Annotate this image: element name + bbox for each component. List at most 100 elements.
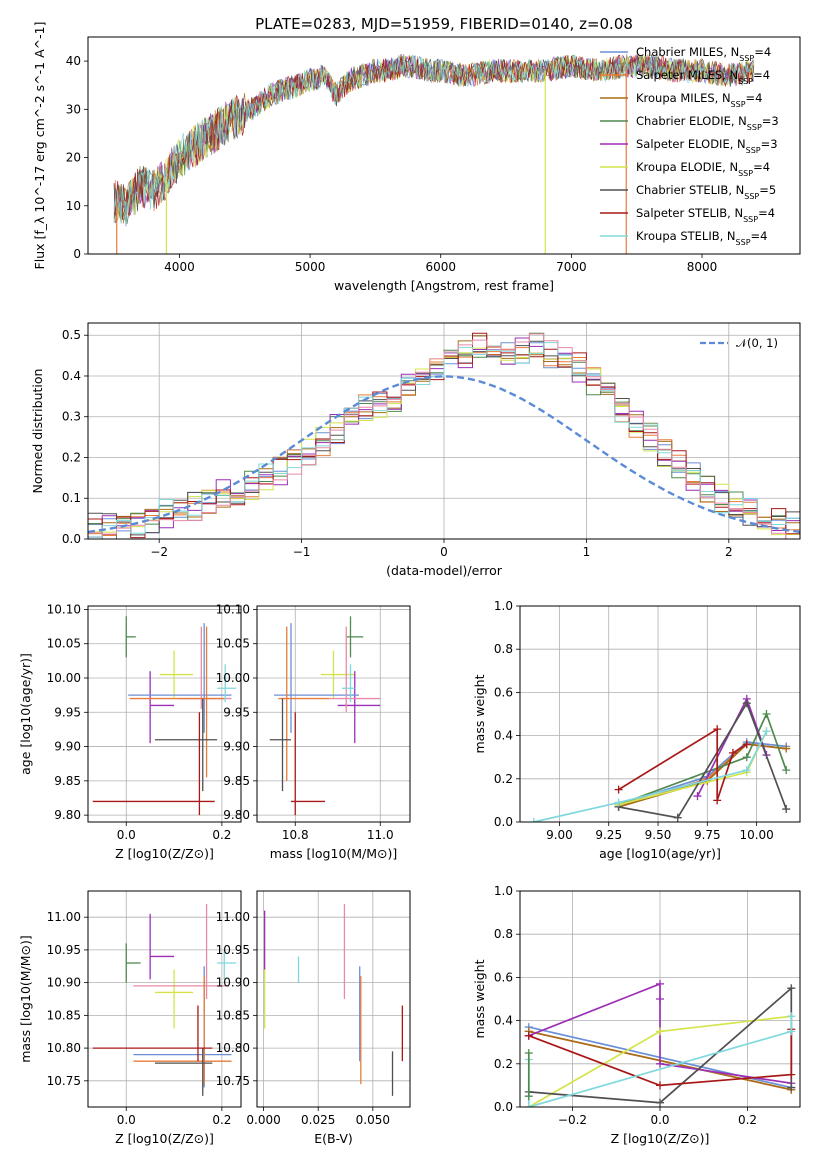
weight-marker: [713, 725, 722, 734]
y-tick-label: 10: [66, 199, 81, 213]
age-vs-metallicity-panel: 0.0 0.2 9.80 9.85 9.90 9.95 10.00 10.05 10.10 Z […: [18, 602, 242, 861]
weight-marker: [787, 984, 796, 993]
y-tick-label: 0.2: [62, 450, 81, 464]
y-tick-label: 10.90: [216, 976, 250, 990]
x-tick-label: −2: [150, 545, 168, 559]
normal-curve: [88, 375, 800, 534]
x-tick-label: 2: [725, 545, 733, 559]
axes-frame: [87, 322, 801, 540]
plot-area: [92, 616, 237, 816]
weight-marker: [656, 1059, 664, 1068]
y-tick-label: 10.85: [47, 1008, 81, 1022]
plot-area: [529, 694, 791, 822]
weight-marker: [787, 1083, 796, 1092]
x-tick-label: 10.8: [282, 828, 309, 842]
y-tick-label: 1.0: [494, 884, 513, 898]
legend-entry: Salpeter MILES, NSSP=4: [636, 68, 770, 86]
legend-subscript: SSP: [736, 238, 751, 247]
x-tick-label: −1: [293, 545, 311, 559]
y-tick-label: 11.00: [47, 910, 81, 924]
y-tick-label: 20: [66, 151, 81, 165]
legend-subscript: SSP: [738, 77, 753, 86]
y-tick-label: 0.3: [62, 410, 81, 424]
y-tick-label: 10.80: [47, 1041, 81, 1055]
y-axis-label: Normed distribution: [30, 369, 45, 494]
legend-entry: Kroupa STELIB, NSSP=4: [636, 229, 767, 247]
gridlines: [257, 891, 410, 1107]
y-tick-label: 0.8: [494, 927, 513, 941]
plot-area: [88, 332, 800, 539]
axes-frame: [519, 890, 801, 1108]
weight-marker: [742, 753, 751, 762]
x-tick-label: −0.2: [558, 1113, 587, 1127]
gridlines: [88, 606, 241, 822]
y-tick-label: 9.85: [54, 774, 81, 788]
weight-marker: [782, 805, 791, 814]
y-tick-label: 0.2: [494, 772, 513, 786]
axes-frame: [87, 890, 242, 1108]
x-tick-label: 8000: [687, 260, 718, 274]
weight-marker: [614, 798, 623, 807]
x-tick-label: 4000: [164, 260, 195, 274]
weight-marker: [728, 748, 737, 757]
x-axis-label: E(B-V): [314, 1131, 353, 1146]
weight-vs-age-panel: 9.00 9.25 9.50 9.75 10.00 0.0 0.2 0.4 0.6 0.8 1.0 a…: [472, 599, 801, 861]
y-tick-label: 10.75: [47, 1074, 81, 1088]
x-tick-label: 11.0: [367, 828, 394, 842]
legend-entry: Salpeter ELODIE, NSSP=3: [636, 137, 778, 155]
weight-marker: [762, 727, 771, 736]
x-tick-label: 0.0: [117, 828, 136, 842]
weight-marker: [762, 710, 771, 718]
y-tick-label: 11.00: [216, 910, 250, 924]
y-axis-label: mass [log10(M/M⊙)]: [18, 935, 33, 1063]
axes-frame: [519, 605, 801, 823]
y-axis-label: age [log10(age/yr)]: [18, 653, 33, 775]
weight-marker: [524, 1031, 533, 1040]
legend-tail: =4: [758, 206, 775, 220]
y-tick-label: 0.0: [494, 815, 513, 829]
legend-tail: =3: [761, 137, 778, 151]
axes-frame: [87, 36, 801, 255]
x-tick-label: 9.25: [595, 828, 622, 842]
x-tick-label: 0.2: [212, 1113, 231, 1127]
x-tick-label: 7000: [556, 260, 587, 274]
y-tick-label: 1.0: [494, 599, 513, 613]
x-tick-label: 0.025: [301, 1113, 335, 1127]
legend-entry: 𝒩(0, 1): [736, 336, 778, 350]
legend-subscript: SSP: [738, 169, 753, 178]
legend-entry: Chabrier STELIB, NSSP=5: [636, 183, 776, 201]
legend-subscript: SSP: [731, 100, 746, 109]
legend-tail: =4: [753, 160, 770, 174]
y-tick-label: 9.85: [223, 774, 250, 788]
weight-marker: [693, 792, 702, 801]
weight-line: [618, 711, 788, 806]
y-axis-label: Flux [f_λ 10^-17 erg cm^-2 s^-1 A^-1]: [32, 22, 47, 270]
weight-marker: [742, 740, 751, 749]
legend-subscript: SSP: [739, 54, 754, 63]
y-tick-label: 0.6: [494, 970, 513, 984]
gridlines: [257, 606, 410, 822]
weight-marker: [656, 1081, 664, 1090]
weight-line: [533, 730, 768, 822]
gridlines: [88, 891, 241, 1107]
legend-entry: Chabrier ELODIE, NSSP=3: [636, 114, 779, 132]
y-tick-label: 10.90: [47, 976, 81, 990]
plot-area: [524, 979, 796, 1107]
y-tick-label: 10.00: [216, 671, 250, 685]
axes-frame: [87, 605, 242, 823]
y-tick-label: 9.80: [54, 808, 81, 822]
y-tick-label: 10.10: [47, 602, 81, 616]
x-axis-label: Z [log10(Z/Z⊙)]: [115, 846, 214, 861]
x-axis-label: wavelength [Angstrom, rest frame]: [334, 278, 554, 293]
chart-title: PLATE=0283, MJD=51959, FIBERID=0140, z=0…: [255, 15, 633, 33]
y-tick-label: 10.95: [47, 943, 81, 957]
weight-marker: [656, 1027, 664, 1036]
x-axis-label: age [log10(age/yr)]: [599, 846, 721, 861]
weight-marker: [782, 766, 791, 775]
plot-area: [113, 53, 755, 254]
legend-entry: Chabrier MILES, NSSP=4: [636, 45, 771, 63]
legend-subscript: SSP: [744, 192, 759, 201]
x-tick-label: 0.2: [212, 828, 231, 842]
legend-subscript: SSP: [743, 215, 758, 224]
